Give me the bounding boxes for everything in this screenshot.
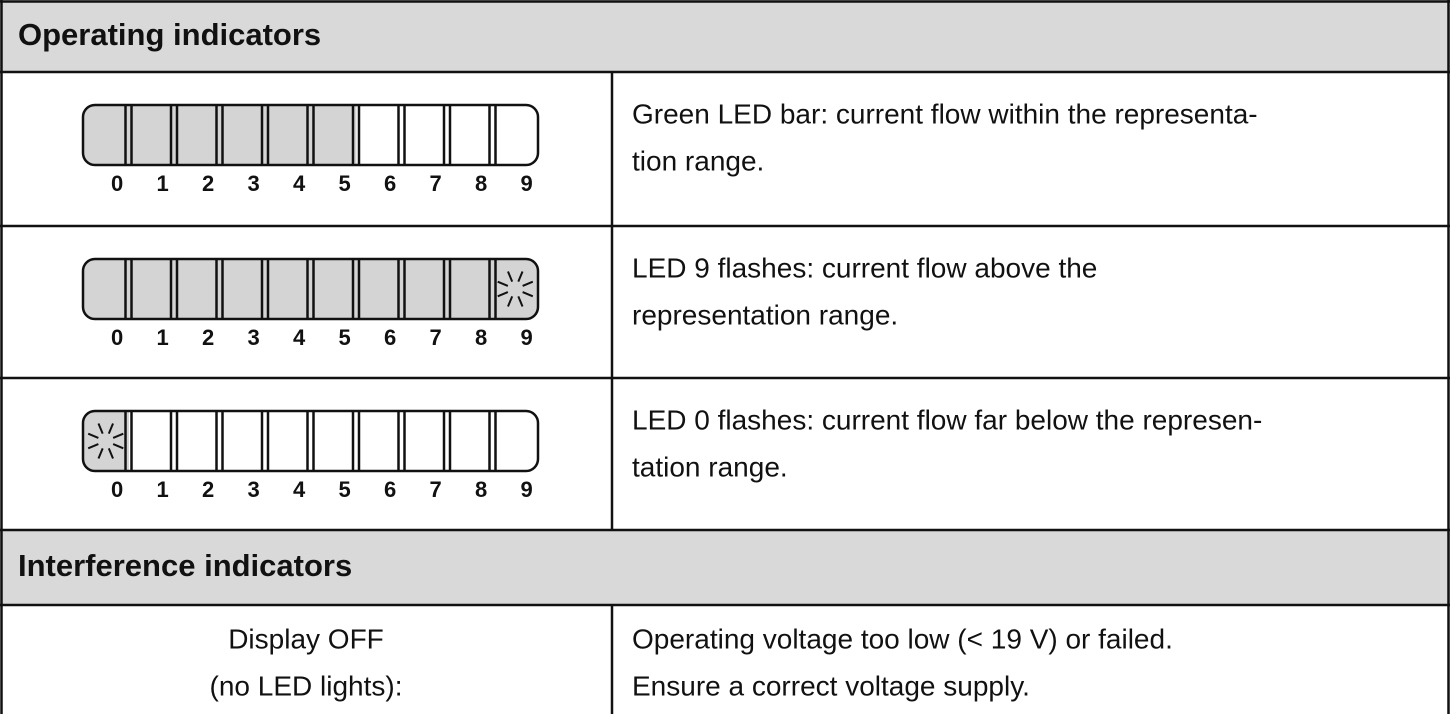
led-lit [174, 259, 220, 319]
flash-ray [107, 423, 114, 434]
led-lit [310, 259, 357, 319]
led-label: 6 [384, 171, 396, 196]
flash-ray [507, 296, 514, 307]
section-header: Operating indicators [18, 17, 321, 52]
flash-ray [522, 280, 534, 287]
cell-text: (no LED lights): [210, 670, 403, 701]
led-label: 8 [475, 477, 487, 502]
section-header: Interference indicators [18, 548, 352, 583]
led-label: 2 [202, 325, 214, 350]
flash-ray [522, 291, 534, 298]
flash-ray [107, 448, 114, 459]
flash-ray [87, 443, 99, 450]
led-label: 4 [293, 171, 306, 196]
flash-ray [517, 296, 524, 307]
led-lit [310, 105, 357, 165]
cell-text: Ensure a correct voltage supply. [632, 670, 1030, 701]
cell-text: Green LED bar: current flow within the r… [632, 98, 1258, 129]
led-label: 1 [157, 477, 169, 502]
led-label: 6 [384, 477, 396, 502]
led-bar [81, 103, 540, 167]
led-label: 9 [521, 325, 533, 350]
flash-ray [112, 432, 124, 439]
led-label: 3 [248, 171, 260, 196]
flash-ray [97, 448, 104, 459]
led-label: 1 [157, 325, 169, 350]
led-label: 8 [475, 171, 487, 196]
flash-ray [497, 291, 509, 298]
header-bg [0, 0, 1450, 72]
led-lit [492, 259, 538, 319]
cell-text: LED 0 flashes: current flow far below th… [632, 404, 1262, 435]
cell-text: representation range. [632, 299, 898, 330]
led-lit [83, 105, 129, 165]
led-label: 5 [339, 477, 351, 502]
led-label: 8 [475, 325, 487, 350]
led-label: 5 [339, 171, 351, 196]
led-bar [81, 409, 540, 473]
led-label: 4 [293, 477, 306, 502]
flash-ray [97, 423, 104, 434]
led-label: 7 [430, 477, 442, 502]
flash-ray [517, 271, 524, 282]
led-label: 3 [248, 477, 260, 502]
cell-text: Display OFF [228, 623, 384, 654]
led-label: 2 [202, 171, 214, 196]
led-lit [219, 259, 266, 319]
led-lit [83, 411, 129, 471]
led-label: 9 [521, 477, 533, 502]
led-label: 6 [384, 325, 396, 350]
led-label: 0 [111, 325, 123, 350]
led-label: 5 [339, 325, 351, 350]
cell-text: tion range. [632, 145, 764, 176]
led-lit [447, 259, 493, 319]
led-lit [128, 259, 175, 319]
led-label: 0 [111, 477, 123, 502]
led-lit [128, 105, 175, 165]
led-label: 4 [293, 325, 306, 350]
flash-ray [507, 271, 514, 282]
led-label: 7 [430, 171, 442, 196]
led-lit [356, 259, 402, 319]
led-lit [265, 259, 311, 319]
led-label: 2 [202, 477, 214, 502]
led-lit [219, 105, 266, 165]
led-label: 7 [430, 325, 442, 350]
header-bg [0, 530, 1450, 605]
cell-text: tation range. [632, 451, 788, 482]
led-lit [83, 259, 129, 319]
led-label: 1 [157, 171, 169, 196]
flash-ray [497, 280, 509, 287]
led-label: 0 [111, 171, 123, 196]
led-label: 3 [248, 325, 260, 350]
flash-ray [87, 432, 99, 439]
led-label: 9 [521, 171, 533, 196]
led-lit [265, 105, 311, 165]
cell-text: LED 9 flashes: current flow above the [632, 252, 1097, 283]
flash-ray [112, 443, 124, 450]
led-lit [174, 105, 220, 165]
cell-text: Operating voltage too low (< 19 V) or fa… [632, 623, 1173, 654]
led-lit [401, 259, 448, 319]
led-bar [81, 257, 540, 321]
